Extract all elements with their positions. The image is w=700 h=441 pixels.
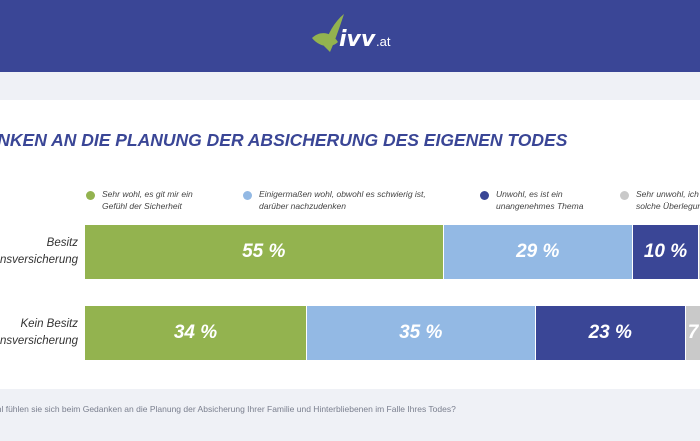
bar-segment: 34 % [85, 306, 306, 360]
bar-value-label: 35 % [399, 322, 443, 343]
footnote: ohl fühlen sie sich beim Gedanken an die… [0, 404, 456, 414]
bar-value-label: 55 % [242, 241, 286, 262]
bar-value-label: 23 % [588, 322, 632, 343]
bar-segment: 35 % [307, 306, 535, 360]
legend-label: Sehr wohl, es git mir ein Gefühl der Sich… [102, 189, 193, 211]
bar-segment: 29 % [443, 225, 632, 279]
chart-title: DANKEN AN DIE PLANUNG DER ABSICHERUNG DE… [0, 130, 568, 150]
legend-label: Einigermaßen wohl, obwohl es schwierig i… [259, 189, 426, 211]
bar-segment: 55 % [85, 225, 443, 279]
top-band [0, 72, 700, 100]
legend-label: Sehr unwohl, ich solche Überlegun [636, 189, 700, 211]
bar-segment: 23 % [535, 306, 685, 360]
leaf-icon [312, 14, 344, 52]
legend-swatch [243, 191, 252, 200]
legend-swatch [86, 191, 95, 200]
bar-value-label: 7 [687, 322, 699, 343]
category-label: Kein Besitz nsversicherung [0, 318, 78, 347]
legend-label: Unwohl, es ist ein unangenehmes Thema [496, 189, 584, 211]
bar-value-label: 34 % [173, 322, 218, 343]
header-bar [0, 0, 700, 72]
category-label: Besitz nsversicherung [0, 237, 78, 266]
legend-swatch [480, 191, 489, 200]
ivv-logo[interactable]: ivv .at [310, 12, 400, 60]
bar-value-label: 10 % [643, 241, 688, 262]
bar-segment: 7 [686, 306, 700, 360]
legend-swatch [620, 191, 629, 200]
bar-segment: 10 % [633, 225, 698, 279]
logo-tld: .at [376, 34, 391, 49]
logo-text: ivv [339, 27, 376, 52]
bar-value-label: 29 % [516, 241, 560, 262]
